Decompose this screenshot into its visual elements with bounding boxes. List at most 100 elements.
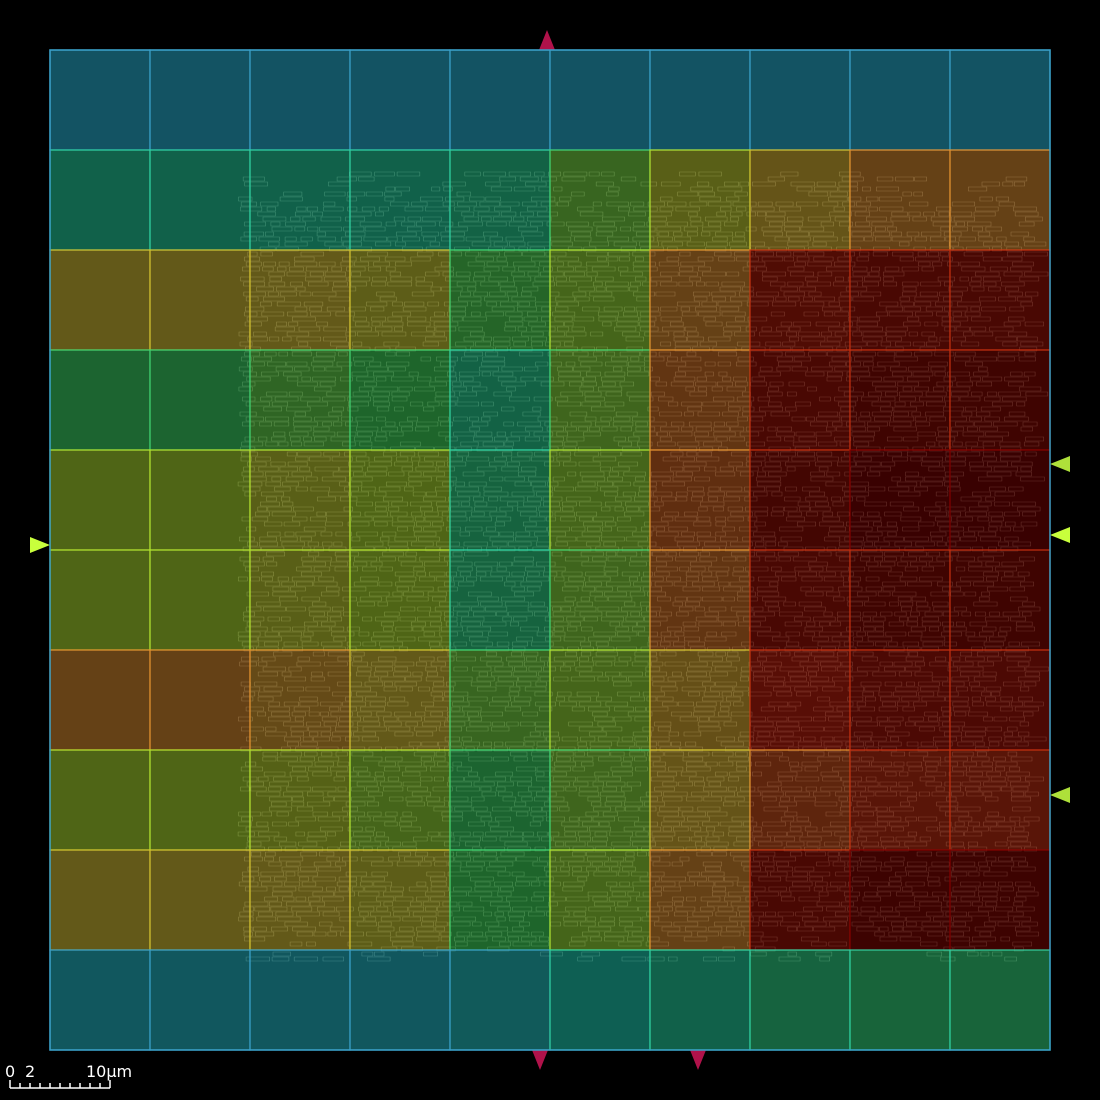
bottom-io-pin-1[interactable] xyxy=(690,1050,706,1070)
heatmap-tile-r2-c9[interactable] xyxy=(949,249,1051,351)
heatmap-tile-r6-c8[interactable] xyxy=(849,649,951,751)
heatmap-tile-r1-c9[interactable] xyxy=(949,149,1051,251)
heatmap-tile-r2-c0[interactable] xyxy=(49,249,151,351)
heatmap-tile-r0-c5[interactable] xyxy=(549,49,651,151)
heatmap-tile-r0-c3[interactable] xyxy=(349,49,451,151)
heatmap-tile-r1-c4[interactable] xyxy=(449,149,551,251)
heatmap-tile-r9-c2[interactable] xyxy=(249,949,351,1051)
heatmap-tile-r2-c3[interactable] xyxy=(349,249,451,351)
heatmap-tile-r9-c9[interactable] xyxy=(949,949,1051,1051)
heatmap-tile-r3-c0[interactable] xyxy=(49,349,151,451)
io-pins-layer[interactable] xyxy=(30,30,1070,1070)
heatmap-tile-r3-c7[interactable] xyxy=(749,349,851,451)
heatmap-tile-r3-c5[interactable] xyxy=(549,349,651,451)
heatmap-tile-r5-c1[interactable] xyxy=(149,549,251,651)
heatmap-tile-r8-c2[interactable] xyxy=(249,849,351,951)
heatmap-tile-r8-c5[interactable] xyxy=(549,849,651,951)
heatmap-tile-r3-c3[interactable] xyxy=(349,349,451,451)
heatmap-tile-r3-c4[interactable] xyxy=(449,349,551,451)
heatmap-tile-r2-c2[interactable] xyxy=(249,249,351,351)
heatmap-tile-r1-c1[interactable] xyxy=(149,149,251,251)
heatmap-tile-r1-c3[interactable] xyxy=(349,149,451,251)
heatmap-tile-r7-c9[interactable] xyxy=(949,749,1051,851)
left-io-pin-0[interactable] xyxy=(30,537,50,553)
density-heatmap-grid[interactable] xyxy=(49,49,1051,1051)
heatmap-tile-r2-c1[interactable] xyxy=(149,249,251,351)
heatmap-tile-r1-c0[interactable] xyxy=(49,149,151,251)
heatmap-tile-r7-c6[interactable] xyxy=(649,749,751,851)
heatmap-tile-r8-c9[interactable] xyxy=(949,849,1051,951)
heatmap-tile-r8-c4[interactable] xyxy=(449,849,551,951)
heatmap-tile-r8-c7[interactable] xyxy=(749,849,851,951)
heatmap-tile-r8-c3[interactable] xyxy=(349,849,451,951)
heatmap-tile-r7-c3[interactable] xyxy=(349,749,451,851)
heatmap-tile-r2-c4[interactable] xyxy=(449,249,551,351)
bottom-io-pin-0[interactable] xyxy=(532,1050,548,1070)
heatmap-tile-r5-c4[interactable] xyxy=(449,549,551,651)
heatmap-tile-r5-c3[interactable] xyxy=(349,549,451,651)
heatmap-tile-r0-c4[interactable] xyxy=(449,49,551,151)
heatmap-tile-r7-c4[interactable] xyxy=(449,749,551,851)
heatmap-tile-r4-c5[interactable] xyxy=(549,449,651,551)
heatmap-tile-r3-c2[interactable] xyxy=(249,349,351,451)
heatmap-tile-r2-c8[interactable] xyxy=(849,249,951,351)
right-io-pin-2[interactable] xyxy=(1050,787,1070,803)
heatmap-tile-r3-c8[interactable] xyxy=(849,349,951,451)
heatmap-tile-r1-c6[interactable] xyxy=(649,149,751,251)
heatmap-tile-r4-c4[interactable] xyxy=(449,449,551,551)
heatmap-tile-r9-c7[interactable] xyxy=(749,949,851,1051)
heatmap-tile-r6-c4[interactable] xyxy=(449,649,551,751)
heatmap-tile-r4-c8[interactable] xyxy=(849,449,951,551)
heatmap-tile-r0-c0[interactable] xyxy=(49,49,151,151)
heatmap-tile-r4-c6[interactable] xyxy=(649,449,751,551)
heatmap-tile-r4-c1[interactable] xyxy=(149,449,251,551)
heatmap-tile-r1-c5[interactable] xyxy=(549,149,651,251)
heatmap-tile-r5-c8[interactable] xyxy=(849,549,951,651)
heatmap-tile-r4-c3[interactable] xyxy=(349,449,451,551)
heatmap-tile-r7-c7[interactable] xyxy=(749,749,851,851)
heatmap-tile-r0-c7[interactable] xyxy=(749,49,851,151)
heatmap-tile-r5-c6[interactable] xyxy=(649,549,751,651)
heatmap-tile-r9-c1[interactable] xyxy=(149,949,251,1051)
heatmap-tile-r3-c1[interactable] xyxy=(149,349,251,451)
heatmap-tile-r7-c1[interactable] xyxy=(149,749,251,851)
heatmap-tile-r9-c6[interactable] xyxy=(649,949,751,1051)
heatmap-tile-r1-c8[interactable] xyxy=(849,149,951,251)
heatmap-tile-r3-c6[interactable] xyxy=(649,349,751,451)
heatmap-tile-r5-c7[interactable] xyxy=(749,549,851,651)
heatmap-tile-r2-c7[interactable] xyxy=(749,249,851,351)
heatmap-tile-r8-c6[interactable] xyxy=(649,849,751,951)
right-io-pin-1[interactable] xyxy=(1050,527,1070,543)
heatmap-tile-r0-c2[interactable] xyxy=(249,49,351,151)
heatmap-tile-r7-c0[interactable] xyxy=(49,749,151,851)
top-io-pin-0[interactable] xyxy=(539,30,555,50)
heatmap-tile-r9-c3[interactable] xyxy=(349,949,451,1051)
heatmap-tile-r9-c4[interactable] xyxy=(449,949,551,1051)
heatmap-tile-r8-c1[interactable] xyxy=(149,849,251,951)
heatmap-tile-r6-c6[interactable] xyxy=(649,649,751,751)
heatmap-tile-r9-c0[interactable] xyxy=(49,949,151,1051)
heatmap-tile-r0-c8[interactable] xyxy=(849,49,951,151)
heatmap-tile-r6-c9[interactable] xyxy=(949,649,1051,751)
heatmap-tile-r9-c5[interactable] xyxy=(549,949,651,1051)
heatmap-tile-r5-c0[interactable] xyxy=(49,549,151,651)
heatmap-tile-r6-c1[interactable] xyxy=(149,649,251,751)
heatmap-tile-r8-c8[interactable] xyxy=(849,849,951,951)
heatmap-tile-r4-c2[interactable] xyxy=(249,449,351,551)
heatmap-tile-r5-c2[interactable] xyxy=(249,549,351,651)
heatmap-tile-r5-c5[interactable] xyxy=(549,549,651,651)
heatmap-tile-r6-c5[interactable] xyxy=(549,649,651,751)
heatmap-tile-r9-c8[interactable] xyxy=(849,949,951,1051)
heatmap-tile-r6-c7[interactable] xyxy=(749,649,851,751)
right-io-pin-0[interactable] xyxy=(1050,456,1070,472)
heatmap-tile-r1-c2[interactable] xyxy=(249,149,351,251)
heatmap-tile-r7-c8[interactable] xyxy=(849,749,951,851)
heatmap-tile-r3-c9[interactable] xyxy=(949,349,1051,451)
heatmap-tile-r4-c7[interactable] xyxy=(749,449,851,551)
heatmap-tile-r0-c1[interactable] xyxy=(149,49,251,151)
heatmap-tile-r1-c7[interactable] xyxy=(749,149,851,251)
heatmap-tile-r4-c0[interactable] xyxy=(49,449,151,551)
heatmap-tile-r2-c6[interactable] xyxy=(649,249,751,351)
heatmap-tile-r6-c0[interactable] xyxy=(49,649,151,751)
